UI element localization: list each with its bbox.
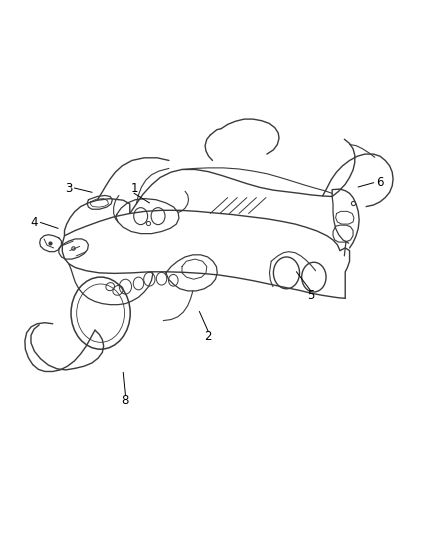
Text: 5: 5: [307, 289, 314, 302]
Text: 1: 1: [131, 182, 138, 195]
Text: 2: 2: [205, 330, 212, 343]
Text: 8: 8: [122, 393, 129, 407]
Text: 6: 6: [376, 176, 384, 189]
Text: 4: 4: [30, 216, 38, 229]
Text: 3: 3: [65, 182, 73, 195]
